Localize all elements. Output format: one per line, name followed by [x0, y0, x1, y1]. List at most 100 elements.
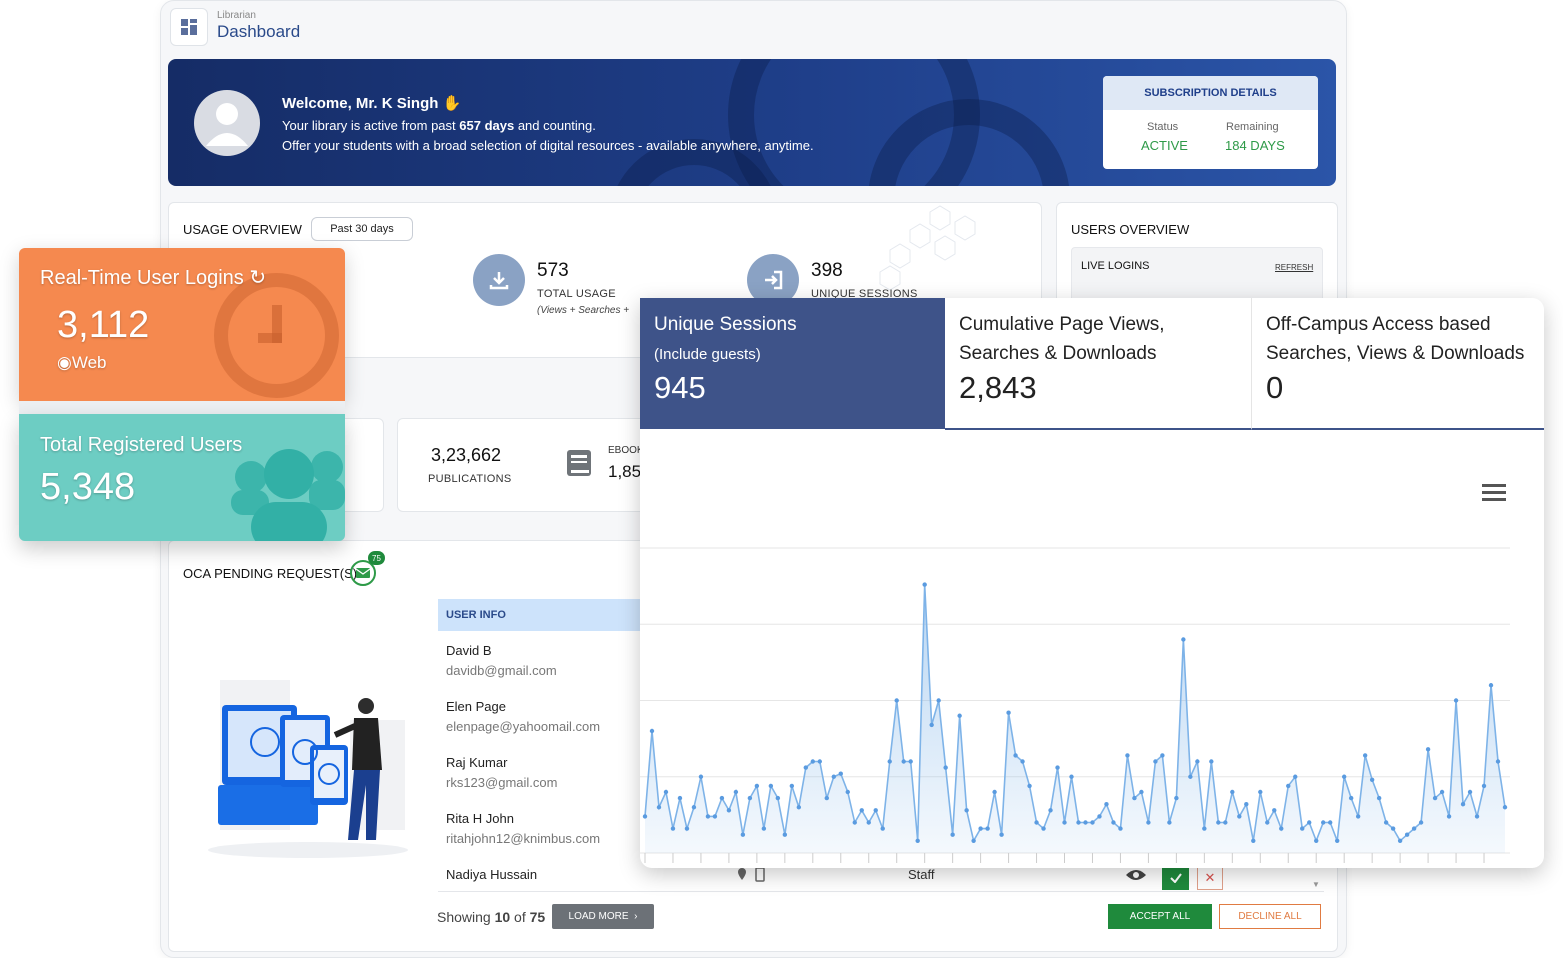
data-point[interactable] — [1153, 759, 1158, 764]
data-point[interactable] — [1355, 814, 1361, 819]
data-point[interactable] — [1307, 820, 1312, 825]
data-point[interactable] — [649, 728, 655, 734]
data-point[interactable] — [1279, 826, 1284, 831]
data-point[interactable] — [677, 795, 683, 801]
data-point[interactable] — [1216, 820, 1221, 825]
stat-off-campus[interactable]: Off-Campus Access based Searches, Views &… — [1251, 298, 1544, 430]
data-point[interactable] — [1467, 789, 1473, 795]
decline-all-button[interactable]: DECLINE ALL — [1219, 904, 1321, 929]
data-point[interactable] — [1167, 820, 1172, 825]
mail-icon[interactable] — [350, 560, 376, 586]
data-point[interactable] — [943, 765, 948, 770]
data-point[interactable] — [1188, 774, 1193, 779]
data-point[interactable] — [1006, 710, 1011, 715]
data-point[interactable] — [1195, 759, 1200, 764]
data-point[interactable] — [1090, 820, 1095, 825]
data-point[interactable] — [1383, 820, 1389, 825]
table-row[interactable]: Nadiya Hussain — [438, 856, 648, 892]
data-point[interactable] — [1348, 795, 1354, 801]
accept-all-button[interactable]: ACCEPT ALL — [1108, 904, 1212, 929]
data-point[interactable] — [1048, 808, 1053, 813]
data-point[interactable] — [866, 820, 871, 825]
data-point[interactable] — [1404, 832, 1410, 837]
data-point[interactable] — [1390, 826, 1396, 831]
data-point[interactable] — [705, 814, 711, 819]
data-point[interactable] — [1369, 777, 1375, 782]
data-point[interactable] — [1286, 783, 1291, 789]
data-point[interactable] — [698, 774, 704, 779]
data-point[interactable] — [1425, 747, 1431, 752]
dashboard-grid-icon[interactable] — [170, 8, 208, 46]
data-point[interactable] — [747, 795, 753, 801]
load-more-button[interactable]: LOAD MORE › — [552, 904, 654, 929]
data-point[interactable] — [1418, 820, 1424, 825]
data-point[interactable] — [1258, 789, 1263, 795]
data-point[interactable] — [1069, 774, 1074, 779]
data-point[interactable] — [1097, 814, 1102, 819]
data-point[interactable] — [1293, 774, 1298, 779]
stat-cumulative-views[interactable]: Cumulative Page Views, Searches & Downloa… — [945, 298, 1251, 430]
data-point[interactable] — [1174, 795, 1179, 801]
data-point[interactable] — [1027, 783, 1032, 789]
period-filter[interactable]: Past 30 days — [311, 217, 413, 241]
data-point[interactable] — [1013, 753, 1018, 758]
scroll-down-icon[interactable]: ▼ — [1312, 880, 1320, 889]
data-point[interactable] — [894, 698, 899, 703]
data-point[interactable] — [782, 832, 788, 837]
data-point[interactable] — [1104, 802, 1109, 807]
data-point[interactable] — [859, 808, 864, 813]
data-point[interactable] — [1439, 789, 1445, 795]
data-point[interactable] — [1083, 820, 1088, 825]
data-point[interactable] — [1181, 637, 1186, 642]
table-row[interactable]: Elen Page elenpage@yahoomail.com — [438, 688, 648, 745]
table-row[interactable]: David B davidb@gmail.com — [438, 632, 648, 689]
data-point[interactable] — [992, 789, 997, 795]
data-point[interactable] — [957, 713, 962, 718]
data-point[interactable] — [936, 698, 941, 703]
data-point[interactable] — [1118, 826, 1123, 831]
data-point[interactable] — [950, 832, 955, 837]
data-point[interactable] — [670, 826, 676, 831]
data-point[interactable] — [733, 789, 739, 795]
data-point[interactable] — [768, 783, 774, 789]
data-point[interactable] — [803, 765, 809, 770]
data-point[interactable] — [873, 808, 878, 813]
data-point[interactable] — [1209, 759, 1214, 764]
data-point[interactable] — [1223, 820, 1228, 825]
data-point[interactable] — [1453, 698, 1459, 703]
data-point[interactable] — [929, 722, 934, 728]
data-point[interactable] — [1300, 826, 1305, 831]
data-point[interactable] — [1488, 683, 1494, 688]
data-point[interactable] — [775, 795, 781, 801]
data-point[interactable] — [1474, 814, 1480, 819]
data-point[interactable] — [999, 832, 1004, 837]
data-point[interactable] — [712, 814, 718, 819]
data-point[interactable] — [740, 832, 746, 837]
data-point[interactable] — [1020, 759, 1025, 764]
menu-icon[interactable] — [1482, 484, 1506, 507]
data-point[interactable] — [985, 826, 990, 831]
refresh-icon[interactable]: ↻ — [249, 267, 267, 289]
table-row[interactable]: Raj Kumar rks123@gmail.com — [438, 744, 648, 801]
view-icon[interactable] — [1125, 868, 1147, 887]
data-point[interactable] — [1446, 814, 1452, 819]
data-point[interactable] — [1125, 753, 1130, 758]
data-point[interactable] — [1202, 826, 1207, 831]
data-point[interactable] — [684, 826, 690, 831]
data-point[interactable] — [1314, 838, 1319, 843]
data-point[interactable] — [1076, 820, 1081, 825]
data-point[interactable] — [964, 808, 969, 813]
data-point[interactable] — [1502, 805, 1508, 810]
data-point[interactable] — [915, 838, 920, 843]
data-point[interactable] — [1111, 820, 1116, 825]
data-point[interactable] — [1132, 795, 1137, 801]
accept-icon[interactable] — [1162, 866, 1189, 890]
data-point[interactable] — [1160, 753, 1165, 758]
data-point[interactable] — [1362, 753, 1368, 758]
data-point[interactable] — [1237, 814, 1242, 819]
data-point[interactable] — [1334, 838, 1340, 843]
data-point[interactable] — [922, 582, 927, 587]
data-point[interactable] — [1251, 838, 1256, 843]
data-point[interactable] — [1321, 820, 1326, 825]
data-point[interactable] — [852, 820, 857, 825]
